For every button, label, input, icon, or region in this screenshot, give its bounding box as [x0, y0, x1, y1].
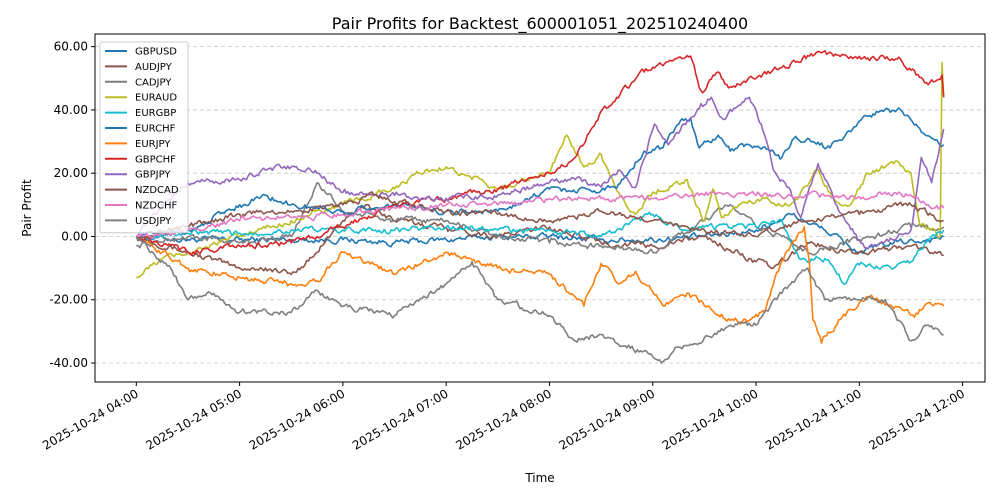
y-axis: -40.00 -20.00 0.00 20.00 40.00 60.00: [49, 40, 95, 370]
series-line-euraud: [136, 61, 945, 279]
y-tick-label: 0.00: [61, 229, 88, 243]
legend-label: EURCHF: [135, 124, 176, 135]
x-axis-label: Time: [524, 471, 554, 485]
y-tick-label: -40.00: [49, 356, 88, 370]
legend-label: EURAUD: [135, 93, 177, 104]
series-line-usdjpy: [135, 236, 944, 364]
y-tick-label: 60.00: [54, 40, 88, 54]
chart-title: Pair Profits for Backtest_600001051_2025…: [332, 14, 748, 34]
legend-entry: AUDJPY: [105, 62, 173, 73]
legend-entry: NZDCAD: [105, 185, 179, 196]
legend-label: AUDJPY: [135, 62, 173, 73]
series-line-cadjpy: [136, 181, 945, 256]
legend-label: GBPCHF: [135, 154, 176, 165]
legend-entry: USDJPY: [105, 216, 172, 227]
plot-frame: [94, 33, 986, 383]
legend-label: GBPUSD: [135, 47, 177, 58]
legend-label: USDJPY: [135, 216, 172, 227]
legend-entry: EURCHF: [105, 124, 176, 135]
legend-entry: GBPUSD: [105, 47, 177, 58]
legend: GBPUSD AUDJPY CADJPY EURAUD EURGBP EURCHF EURJ…: [99, 41, 189, 234]
y-tick-label: 20.00: [54, 166, 88, 180]
legend-entry: GBPCHF: [105, 154, 176, 165]
series-line-nzdcad: [135, 191, 944, 241]
legend-label: NZDCAD: [135, 185, 179, 196]
y-tick-label: -20.00: [49, 293, 88, 307]
legend-label: GBPJPY: [135, 170, 171, 181]
legend-label: EURGBP: [135, 108, 176, 119]
series-line-eurchf: [135, 107, 945, 241]
legend-entry: EURGBP: [105, 108, 176, 119]
series-line-gbpjpy: [136, 96, 945, 250]
y-axis-label: Pair Profit: [20, 179, 34, 237]
legend-entry: CADJPY: [105, 77, 172, 88]
legend-entry: EURJPY: [105, 139, 171, 150]
legend-entry: GBPJPY: [105, 170, 171, 181]
y-tick-label: 40.00: [54, 103, 88, 117]
legend-label: NZDCHF: [135, 201, 178, 212]
legend-entry: NZDCHF: [105, 201, 178, 212]
legend-box: [99, 41, 189, 234]
legend-label: CADJPY: [135, 77, 172, 88]
legend-entry: EURAUD: [105, 93, 177, 104]
series-lines: [135, 49, 945, 364]
series-line-audjpy: [135, 204, 944, 276]
series-line-eurjpy: [136, 226, 945, 344]
series-line-gbpchf: [135, 49, 945, 256]
series-line-nzdchf: [135, 190, 945, 239]
legend-label: EURJPY: [135, 139, 171, 150]
